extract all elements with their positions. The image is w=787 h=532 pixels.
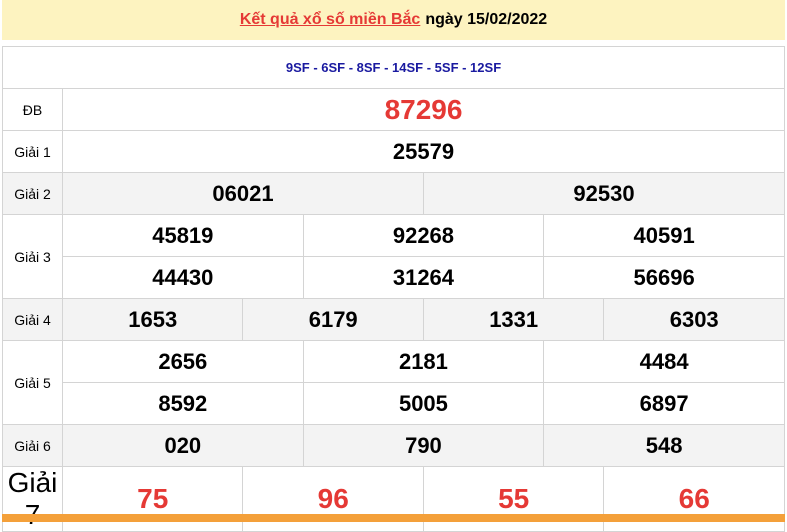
prize-row-g3b: 44430 31264 56696	[3, 256, 785, 299]
prize-number: 87296	[62, 88, 785, 131]
prize-number: 25579	[62, 130, 785, 173]
prize-row-g1: Giải 1 25579	[2, 130, 785, 173]
prize-label: Giải 6	[2, 424, 63, 467]
prize-label: Giải 3	[2, 214, 63, 299]
prize-row-g6: Giải 6 020 790 548	[2, 424, 785, 467]
prize-row-g5: Giải 5 2656 2181 4484	[2, 340, 785, 425]
prize-number: 2181	[302, 340, 545, 383]
results-date: ngày 15/02/2022	[425, 11, 548, 28]
prize-row-g2: Giải 2 06021 92530	[2, 172, 786, 215]
prize-number: 92530	[422, 172, 786, 215]
results-table: 9SF - 6SF - 8SF - 14SF - 5SF - 12SF ĐB 8…	[2, 46, 786, 532]
prize-row-db: ĐB 87296	[2, 88, 785, 131]
prize-number: 548	[543, 424, 785, 467]
prize-row-g3: Giải 3 45819 92268 40591	[2, 214, 785, 299]
prize-number: 92268	[302, 214, 545, 257]
prize-number: 8592	[62, 382, 304, 425]
prize-number: 1653	[61, 298, 244, 341]
prize-label: ĐB	[2, 88, 63, 131]
prize-row-g5b: 8592 5005 6897	[3, 382, 785, 425]
prize-number: 6179	[242, 298, 424, 341]
prize-number: 4484	[543, 340, 785, 383]
prize-label: Giải 4	[2, 298, 63, 341]
prize-number: 5005	[302, 382, 545, 425]
prize-number: 40591	[543, 214, 785, 257]
prize-number: 020	[62, 424, 304, 467]
prize-number: 44430	[62, 256, 304, 299]
prize-number: 06021	[62, 172, 424, 215]
results-link[interactable]: Kết quả xổ số miền Bắc	[239, 11, 421, 28]
prize-number: 31264	[302, 256, 545, 299]
prize-row-g4: Giải 4 1653 6179 1331 6303	[2, 298, 785, 341]
prize-number: 6303	[603, 298, 785, 341]
results-header: Kết quả xổ số miền Bắc ngày 15/02/2022	[2, 0, 785, 40]
prize-label: Giải 2	[2, 172, 63, 215]
prize-label: Giải 1	[2, 130, 63, 173]
prize-number: 790	[302, 424, 545, 467]
codes-row: 9SF - 6SF - 8SF - 14SF - 5SF - 12SF	[2, 46, 785, 89]
footer-bar	[2, 514, 785, 522]
prize-number: 45819	[62, 214, 304, 257]
draw-codes: 9SF - 6SF - 8SF - 14SF - 5SF - 12SF	[2, 46, 785, 89]
prize-number: 6897	[543, 382, 785, 425]
prize-number: 2656	[62, 340, 304, 383]
prize-label: Giải 5	[2, 340, 63, 425]
prize-number: 1331	[422, 298, 605, 341]
prize-number: 56696	[543, 256, 785, 299]
